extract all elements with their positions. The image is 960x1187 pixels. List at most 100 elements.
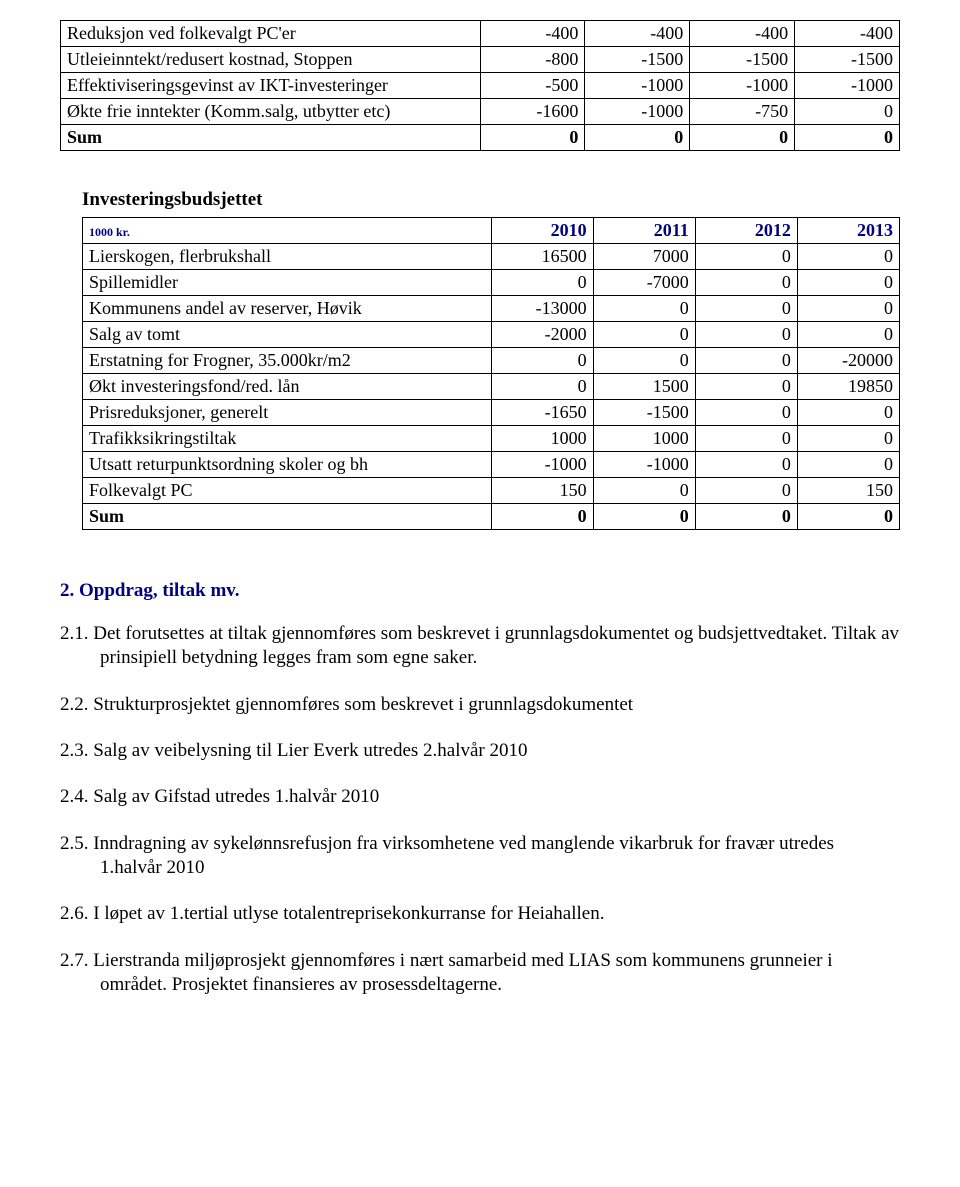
- table-row: Kommunens andel av reserver, Høvik-13000…: [83, 296, 900, 322]
- cell-value: -400: [690, 21, 795, 47]
- cell-value: 150: [491, 478, 593, 504]
- table-row: Sum0000: [83, 504, 900, 530]
- units-label: 1000 kr.: [89, 225, 130, 239]
- row-label: Økt investeringsfond/red. lån: [83, 374, 492, 400]
- table-row: Utsatt returpunktsordning skoler og bh-1…: [83, 452, 900, 478]
- cell-value: 0: [695, 296, 797, 322]
- row-label: Erstatning for Frogner, 35.000kr/m2: [83, 348, 492, 374]
- row-label: Salg av tomt: [83, 322, 492, 348]
- cell-value: 1500: [593, 374, 695, 400]
- header-label: 1000 kr.: [83, 218, 492, 244]
- cell-value: 0: [797, 296, 899, 322]
- list-item: 2.4. Salg av Gifstad utredes 1.halvår 20…: [60, 785, 900, 809]
- cell-value: 0: [797, 270, 899, 296]
- cell-value: 0: [797, 504, 899, 530]
- table-header-row: 1000 kr.2010201120122013: [83, 218, 900, 244]
- table-row: Folkevalgt PC15000150: [83, 478, 900, 504]
- cell-value: -1500: [593, 400, 695, 426]
- cell-value: -1650: [491, 400, 593, 426]
- row-label: Spillemidler: [83, 270, 492, 296]
- table-row: Salg av tomt-2000000: [83, 322, 900, 348]
- cell-value: 0: [795, 99, 900, 125]
- row-label: Sum: [61, 125, 481, 151]
- row-label: Kommunens andel av reserver, Høvik: [83, 296, 492, 322]
- table-row: Effektiviseringsgevinst av IKT-investeri…: [61, 73, 900, 99]
- cell-value: -2000: [491, 322, 593, 348]
- cell-value: -1600: [480, 99, 585, 125]
- row-label: Lierskogen, flerbrukshall: [83, 244, 492, 270]
- cell-value: 0: [695, 400, 797, 426]
- cell-value: 0: [593, 296, 695, 322]
- cell-value: 16500: [491, 244, 593, 270]
- cell-value: 0: [797, 452, 899, 478]
- cell-value: -1000: [585, 73, 690, 99]
- list-item: 2.5. Inndragning av sykelønnsrefusjon fr…: [60, 832, 900, 881]
- cell-value: 19850: [797, 374, 899, 400]
- cell-value: 150: [797, 478, 899, 504]
- cell-value: -800: [480, 47, 585, 73]
- cell-value: 1000: [491, 426, 593, 452]
- cell-value: 0: [695, 478, 797, 504]
- cell-value: -750: [690, 99, 795, 125]
- cell-value: -7000: [593, 270, 695, 296]
- table-row: Økt investeringsfond/red. lån01500019850: [83, 374, 900, 400]
- row-label: Økte frie inntekter (Komm.salg, utbytter…: [61, 99, 481, 125]
- table-1: Reduksjon ved folkevalgt PC'er-400-400-4…: [60, 20, 900, 151]
- table-row: Utleieinntekt/redusert kostnad, Stoppen-…: [61, 47, 900, 73]
- table-row: Reduksjon ved folkevalgt PC'er-400-400-4…: [61, 21, 900, 47]
- list-item: 2.6. I løpet av 1.tertial utlyse totalen…: [60, 902, 900, 926]
- cell-value: 0: [797, 322, 899, 348]
- table-2: 1000 kr.2010201120122013Lierskogen, fler…: [82, 217, 900, 530]
- cell-value: 1000: [593, 426, 695, 452]
- cell-value: 0: [695, 270, 797, 296]
- cell-value: 0: [695, 244, 797, 270]
- cell-value: 0: [695, 348, 797, 374]
- cell-value: 0: [491, 270, 593, 296]
- cell-value: -500: [480, 73, 585, 99]
- cell-value: -400: [795, 21, 900, 47]
- row-label: Folkevalgt PC: [83, 478, 492, 504]
- year-header: 2013: [797, 218, 899, 244]
- cell-value: -400: [480, 21, 585, 47]
- cell-value: 0: [593, 478, 695, 504]
- table-row: Prisreduksjoner, generelt-1650-150000: [83, 400, 900, 426]
- cell-value: 0: [491, 504, 593, 530]
- cell-value: 0: [797, 426, 899, 452]
- table-row: Lierskogen, flerbrukshall16500700000: [83, 244, 900, 270]
- section-2-title: 2. Oppdrag, tiltak mv.: [60, 580, 900, 602]
- cell-value: 0: [797, 244, 899, 270]
- row-label: Utsatt returpunktsordning skoler og bh: [83, 452, 492, 478]
- cell-value: 0: [695, 374, 797, 400]
- cell-value: 0: [593, 322, 695, 348]
- table-row: Trafikksikringstiltak1000100000: [83, 426, 900, 452]
- cell-value: 0: [480, 125, 585, 151]
- invest-heading: Investeringsbudsjettet: [82, 189, 900, 211]
- year-header: 2010: [491, 218, 593, 244]
- cell-value: 7000: [593, 244, 695, 270]
- cell-value: -1500: [795, 47, 900, 73]
- cell-value: -1000: [491, 452, 593, 478]
- table-row: Erstatning for Frogner, 35.000kr/m2000-2…: [83, 348, 900, 374]
- list-item: 2.3. Salg av veibelysning til Lier Everk…: [60, 739, 900, 763]
- cell-value: 0: [695, 452, 797, 478]
- table-row: Spillemidler0-700000: [83, 270, 900, 296]
- cell-value: -1000: [585, 99, 690, 125]
- list-item: 2.2. Strukturprosjektet gjennomføres som…: [60, 693, 900, 717]
- cell-value: 0: [491, 348, 593, 374]
- cell-value: -1500: [585, 47, 690, 73]
- row-label: Sum: [83, 504, 492, 530]
- cell-value: -1500: [690, 47, 795, 73]
- cell-value: -20000: [797, 348, 899, 374]
- cell-value: -1000: [690, 73, 795, 99]
- row-label: Utleieinntekt/redusert kostnad, Stoppen: [61, 47, 481, 73]
- cell-value: -1000: [593, 452, 695, 478]
- list-item: 2.7. Lierstranda miljøprosjekt gjennomfø…: [60, 949, 900, 998]
- cell-value: 0: [593, 504, 695, 530]
- table-row: Sum0000: [61, 125, 900, 151]
- cell-value: 0: [797, 400, 899, 426]
- list-item: 2.1. Det forutsettes at tiltak gjennomfø…: [60, 622, 900, 671]
- row-label: Prisreduksjoner, generelt: [83, 400, 492, 426]
- cell-value: -1000: [795, 73, 900, 99]
- cell-value: 0: [585, 125, 690, 151]
- cell-value: 0: [695, 504, 797, 530]
